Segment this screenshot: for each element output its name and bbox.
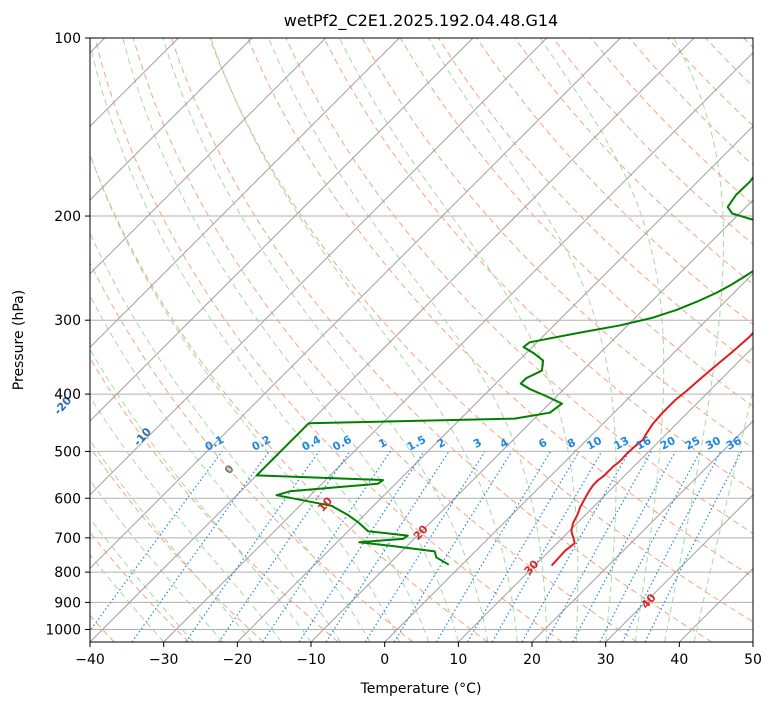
moist-adiabat: [539, 38, 665, 642]
dry-adiabat: [132, 38, 638, 642]
x-tick-label: 10: [449, 652, 467, 668]
mixing-ratio-line: [185, 451, 320, 642]
x-tick-label: −20: [223, 652, 253, 668]
dry-adiabat: [323, 38, 753, 492]
dry-adiabat: [90, 261, 414, 642]
mixing-ratio-label: 16: [634, 434, 654, 453]
moist-adiabat: [90, 479, 223, 642]
y-tick-label: 300: [54, 313, 81, 329]
y-tick-label: 800: [54, 565, 81, 581]
y-tick-label: 900: [54, 595, 81, 611]
moist-adiabat: [268, 38, 548, 642]
x-tick-label: 30: [597, 652, 615, 668]
mixing-ratio-label: 36: [724, 434, 744, 453]
mixing-ratio-label: 30: [703, 434, 723, 453]
moist-adiabat: [90, 396, 282, 642]
mixing-ratio-line: [393, 451, 513, 642]
x-tick-label: −10: [296, 652, 326, 668]
mixing-ratio-line: [545, 451, 652, 642]
moist-adiabat: [122, 38, 459, 642]
mixing-ratio-line: [572, 451, 677, 642]
x-tick-label: 0: [380, 652, 389, 668]
moist-adiabat: [693, 388, 753, 642]
isotherm: [310, 199, 753, 642]
isotherm: [90, 38, 400, 349]
y-tick-label: 600: [54, 491, 81, 507]
dry-adiabat: [94, 38, 563, 642]
dry-adiabat: [285, 38, 753, 535]
mixing-ratio-lines: [90, 451, 743, 642]
isotherm: [163, 51, 753, 642]
isotherm: [384, 272, 753, 642]
plot-frame: [89, 37, 754, 643]
y-tick-label: 100: [54, 31, 81, 47]
moist-adiabat: [90, 41, 430, 642]
isotherm: [90, 38, 548, 496]
mixing-ratio-label: 20: [658, 434, 678, 453]
dry-adiabat: [209, 38, 753, 623]
y-tick-label: 400: [54, 387, 81, 403]
x-tick-label: 40: [670, 652, 688, 668]
isotherm: [457, 346, 753, 642]
y-axis-label: Pressure (hPa): [11, 290, 27, 390]
moist-adiabat: [162, 38, 489, 642]
isotherm: [531, 420, 753, 642]
mixing-ratio-line: [262, 451, 391, 642]
isotherm: [90, 38, 253, 201]
isotherm: [90, 38, 621, 570]
mixing-ratio-line: [644, 451, 743, 642]
pressure-gridlines: [90, 38, 753, 630]
y-axis: 100 200 300 400 500 600 700 800 900 1000: [45, 31, 90, 638]
x-axis-label: Temperature (°C): [360, 681, 482, 697]
moist-adiabat: [664, 38, 724, 642]
moist-adiabats: [90, 38, 753, 642]
mixing-ratio-line: [298, 451, 425, 642]
dry-adiabat: [90, 446, 264, 642]
dry-adiabat: [90, 357, 339, 642]
moist-adiabat: [90, 517, 194, 642]
moist-adiabat: [90, 153, 400, 642]
mixing-ratio-line: [90, 451, 223, 632]
mixing-ratio-label: 10: [584, 434, 604, 453]
x-tick-label: −40: [75, 652, 105, 668]
x-tick-label: 20: [523, 652, 541, 668]
chart-title: wetPf2_C2E1.2025.192.04.48.G14: [284, 11, 558, 31]
mixing-ratio-line: [131, 451, 270, 642]
mixing-ratio-label: 13: [612, 434, 632, 453]
plot-area: [90, 38, 753, 642]
mixing-ratio-line: [218, 451, 351, 642]
dewpoint-profile: [255, 175, 753, 566]
x-tick-label: −30: [149, 652, 179, 668]
mixing-ratio-label: 25: [683, 434, 703, 453]
x-tick-label: 50: [744, 652, 762, 668]
dry-adiabat: [476, 38, 753, 326]
dry-adiabat: [247, 38, 753, 578]
dry-adiabat: [514, 38, 753, 285]
mixing-ratio-line: [521, 451, 630, 642]
moist-adiabat: [339, 38, 579, 642]
mixing-ratio-line: [621, 451, 722, 642]
y-tick-label: 200: [54, 209, 81, 225]
isotherm: [605, 493, 753, 642]
moist-adiabat: [90, 231, 371, 642]
moist-adiabat: [427, 38, 617, 642]
dry-adiabats: [90, 38, 753, 642]
y-tick-label: 500: [54, 444, 81, 460]
dry-adiabat: [170, 38, 712, 642]
isotherm: [90, 38, 474, 422]
moist-adiabat: [90, 554, 165, 642]
isotherm: [90, 38, 695, 642]
isotherms: [90, 38, 753, 642]
x-axis: −40 −30 −20 −10 0 10 20 30 40 50: [75, 642, 762, 668]
temperature-profile: [550, 331, 753, 567]
sounding-series: [255, 175, 753, 567]
mixing-ratio-line: [325, 451, 450, 642]
y-tick-label: 1000: [45, 622, 81, 638]
y-tick-label: 700: [54, 531, 81, 547]
isotherm: [90, 38, 327, 275]
moist-adiabat: [210, 38, 518, 642]
moist-adiabat: [90, 439, 253, 642]
moist-adiabat: [90, 294, 341, 642]
